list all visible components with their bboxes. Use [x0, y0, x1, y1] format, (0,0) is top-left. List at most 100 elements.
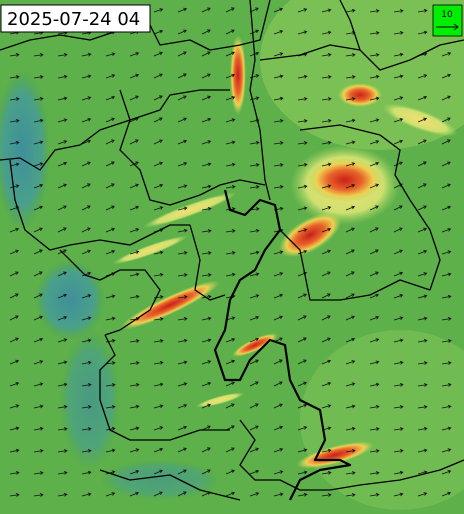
wind-arrow — [345, 8, 356, 13]
wind-arrow — [369, 53, 380, 57]
wind-arrow — [129, 491, 140, 497]
legend-box — [432, 4, 463, 37]
wind-arrow — [273, 447, 284, 453]
wind-arrow — [225, 140, 236, 145]
wind-arrow — [153, 51, 163, 57]
legend-arrow — [436, 23, 459, 31]
wind-arrow — [393, 31, 404, 35]
wind-arrow — [321, 315, 331, 321]
wind-arrow — [297, 337, 307, 343]
wind-arrow — [417, 95, 428, 101]
wind-arrow — [297, 141, 308, 145]
wind-arrow — [417, 249, 428, 255]
wind-arrow — [441, 52, 452, 57]
wind-arrow — [201, 251, 212, 255]
wind-arrow — [105, 426, 116, 431]
wind-arrow — [393, 405, 404, 409]
wind-arrow — [9, 119, 20, 123]
wind-arrow — [129, 139, 139, 145]
wind-arrow — [177, 73, 187, 79]
wind-arrow — [345, 183, 356, 189]
wind-arrow — [393, 96, 404, 101]
wind-arrow — [417, 316, 428, 321]
wind-arrow — [249, 163, 260, 167]
wind-arrow — [273, 470, 284, 475]
wind-arrow — [297, 8, 308, 13]
wind-arrow — [393, 271, 404, 277]
wind-arrow — [9, 97, 20, 101]
wind-arrow — [225, 251, 236, 255]
wind-arrow — [33, 53, 44, 57]
wind-arrow — [273, 315, 283, 321]
wind-arrow — [393, 205, 403, 211]
field-zone — [338, 83, 382, 107]
wind-arrow — [369, 471, 380, 475]
wind-arrow — [441, 294, 452, 299]
wind-arrow — [81, 383, 92, 387]
border — [249, 0, 271, 201]
wind-arrow — [297, 448, 308, 453]
wind-arrow — [249, 359, 259, 365]
wind-arrow — [225, 381, 235, 387]
wind-arrow — [345, 493, 356, 497]
wind-arrow — [249, 425, 259, 431]
wind-arrow — [345, 404, 356, 409]
wind-arrow — [369, 183, 379, 189]
field-zone — [112, 235, 188, 265]
border — [279, 229, 431, 301]
wind-arrow — [81, 338, 92, 343]
wind-arrow — [297, 315, 307, 321]
wind-arrow — [225, 491, 236, 497]
field-zone — [35, 260, 105, 340]
wind-arrow — [225, 403, 235, 409]
wind-arrow — [345, 382, 356, 387]
wind-arrow — [153, 339, 164, 343]
wind-arrow — [369, 382, 380, 387]
wind-arrow — [57, 449, 68, 453]
wind-arrow — [33, 293, 43, 299]
wind-arrow — [369, 161, 380, 167]
wind-arrow — [81, 271, 92, 277]
wind-arrow — [321, 75, 332, 79]
wind-arrow — [57, 427, 68, 431]
wind-arrow — [417, 361, 428, 365]
wind-arrow — [129, 383, 140, 387]
border — [239, 419, 464, 491]
wind-arrow — [441, 404, 452, 409]
wind-arrow — [321, 448, 332, 453]
wind-arrow — [369, 315, 380, 321]
wind-arrow — [201, 95, 211, 101]
wind-arrow — [9, 359, 20, 365]
wind-arrow — [129, 183, 139, 189]
wind-arrow — [81, 117, 92, 123]
wind-arrow — [177, 447, 187, 453]
wind-arrow — [321, 184, 332, 189]
wind-arrow — [57, 118, 68, 123]
wind-arrow — [33, 249, 43, 255]
wind-arrow — [81, 183, 91, 189]
wind-arrow — [201, 403, 212, 409]
wind-arrow — [201, 29, 211, 35]
border — [119, 89, 266, 206]
wind-arrow — [105, 492, 116, 497]
wind-arrow — [321, 293, 331, 299]
wind-arrow — [153, 250, 164, 255]
wind-arrow — [153, 206, 164, 211]
wind-arrow — [129, 426, 140, 431]
wind-arrow — [441, 470, 452, 475]
wind-arrow — [249, 294, 260, 299]
wind-arrow — [273, 250, 284, 255]
wind-arrow — [129, 404, 140, 409]
wind-arrow — [321, 206, 332, 211]
wind-arrow — [249, 469, 260, 475]
wind-arrow — [225, 29, 235, 35]
wind-arrow — [33, 118, 44, 123]
wind-arrow — [321, 227, 332, 233]
wind-arrow — [417, 448, 428, 453]
wind-arrow — [393, 492, 404, 497]
wind-arrow — [177, 273, 188, 277]
wind-arrow — [393, 470, 404, 475]
wind-arrow — [153, 317, 164, 321]
wind-arrow — [345, 75, 356, 79]
wind-arrow — [9, 249, 19, 255]
